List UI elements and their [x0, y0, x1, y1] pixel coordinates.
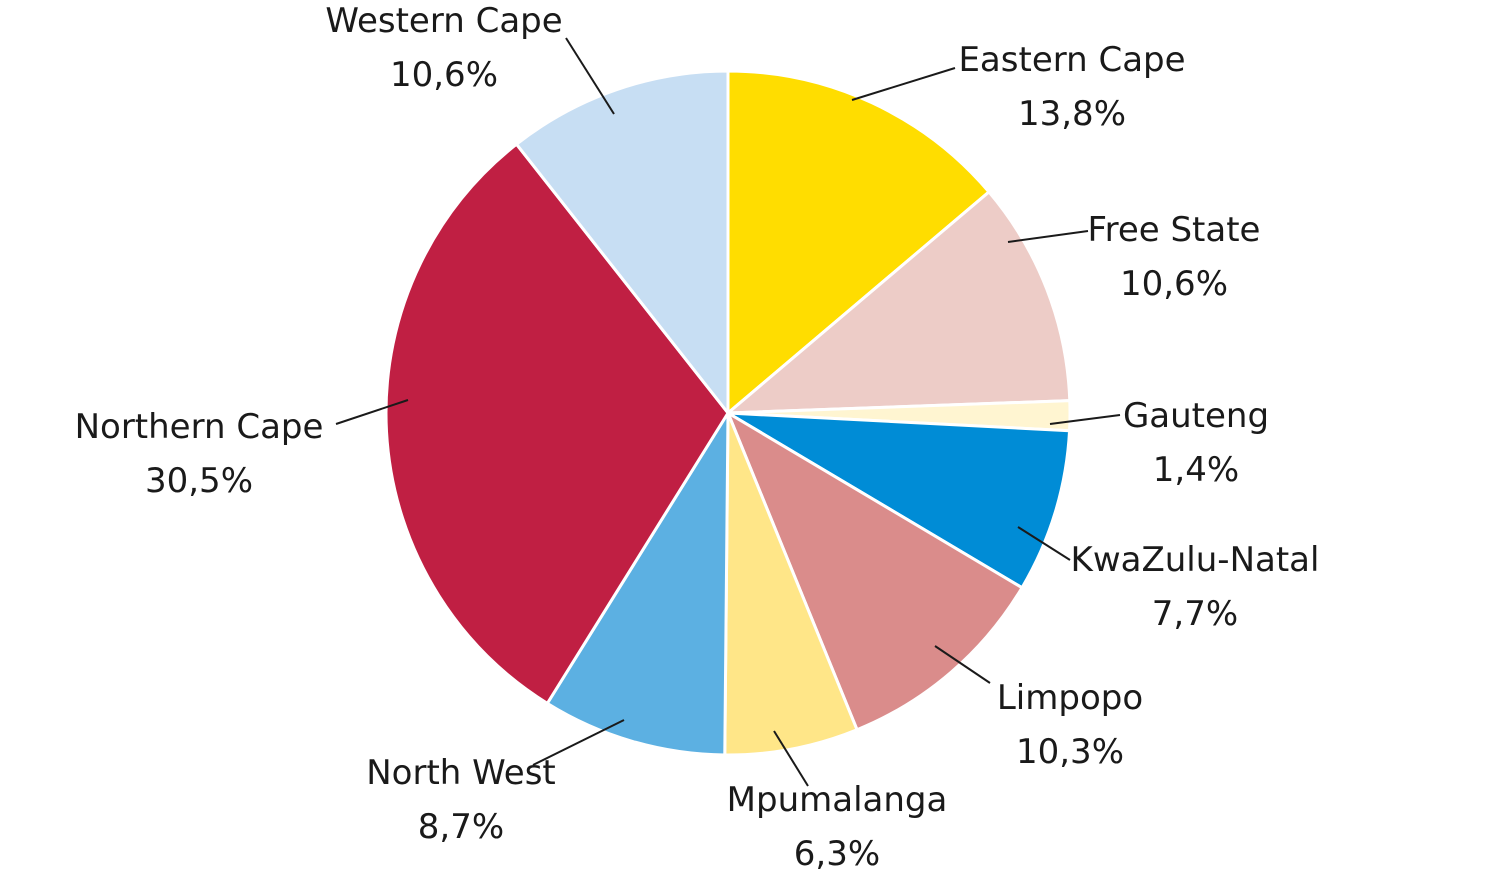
- leader-line: [934, 645, 991, 684]
- leader-lines: [335, 37, 1121, 787]
- slice-value-label: 6,3%: [794, 834, 880, 874]
- slice-label: Gauteng: [1123, 396, 1269, 436]
- leader-line: [335, 399, 409, 425]
- slice-value-label: 10,6%: [1120, 264, 1228, 304]
- slice-value-label: 10,3%: [1016, 732, 1124, 772]
- slice-value-label: 8,7%: [418, 807, 504, 847]
- slice-label: Free State: [1088, 210, 1261, 250]
- slice-value-label: 30,5%: [145, 461, 253, 501]
- slice-kwazulu-natal: [726, 411, 1072, 590]
- slice-value-label: 13,8%: [1018, 94, 1126, 134]
- leader-line: [1017, 526, 1071, 561]
- slice-mpumalanga: [723, 411, 859, 757]
- pie-slices: [384, 69, 1072, 757]
- slice-label: Northern Cape: [75, 407, 324, 447]
- slice-label: Mpumalanga: [727, 780, 948, 820]
- slice-northern-cape: [384, 142, 730, 705]
- leader-line: [1049, 414, 1121, 425]
- leader-line: [565, 37, 615, 115]
- leader-line: [532, 719, 625, 766]
- slice-value-label: 10,6%: [390, 55, 498, 95]
- slice-limpopo: [726, 411, 1024, 732]
- slice-free-state: [726, 190, 1072, 415]
- slice-eastern-cape: [726, 69, 991, 415]
- slice-north-west: [545, 411, 730, 757]
- leader-line: [1007, 230, 1089, 243]
- slice-label: Western Cape: [325, 1, 562, 41]
- leader-line: [773, 730, 809, 787]
- slice-label: KwaZulu-Natal: [1071, 540, 1320, 580]
- slice-labels: Eastern Cape 13,8% Free State 10,6% Gauteng 1…: [75, 1, 1320, 874]
- slice-label: North West: [366, 753, 556, 793]
- slice-label: Eastern Cape: [958, 40, 1185, 80]
- slice-value-label: 1,4%: [1153, 450, 1239, 490]
- leader-line: [851, 67, 956, 101]
- slice-western-cape: [515, 69, 730, 415]
- slice-value-label: 7,7%: [1152, 594, 1238, 634]
- slice-label: Limpopo: [997, 678, 1143, 718]
